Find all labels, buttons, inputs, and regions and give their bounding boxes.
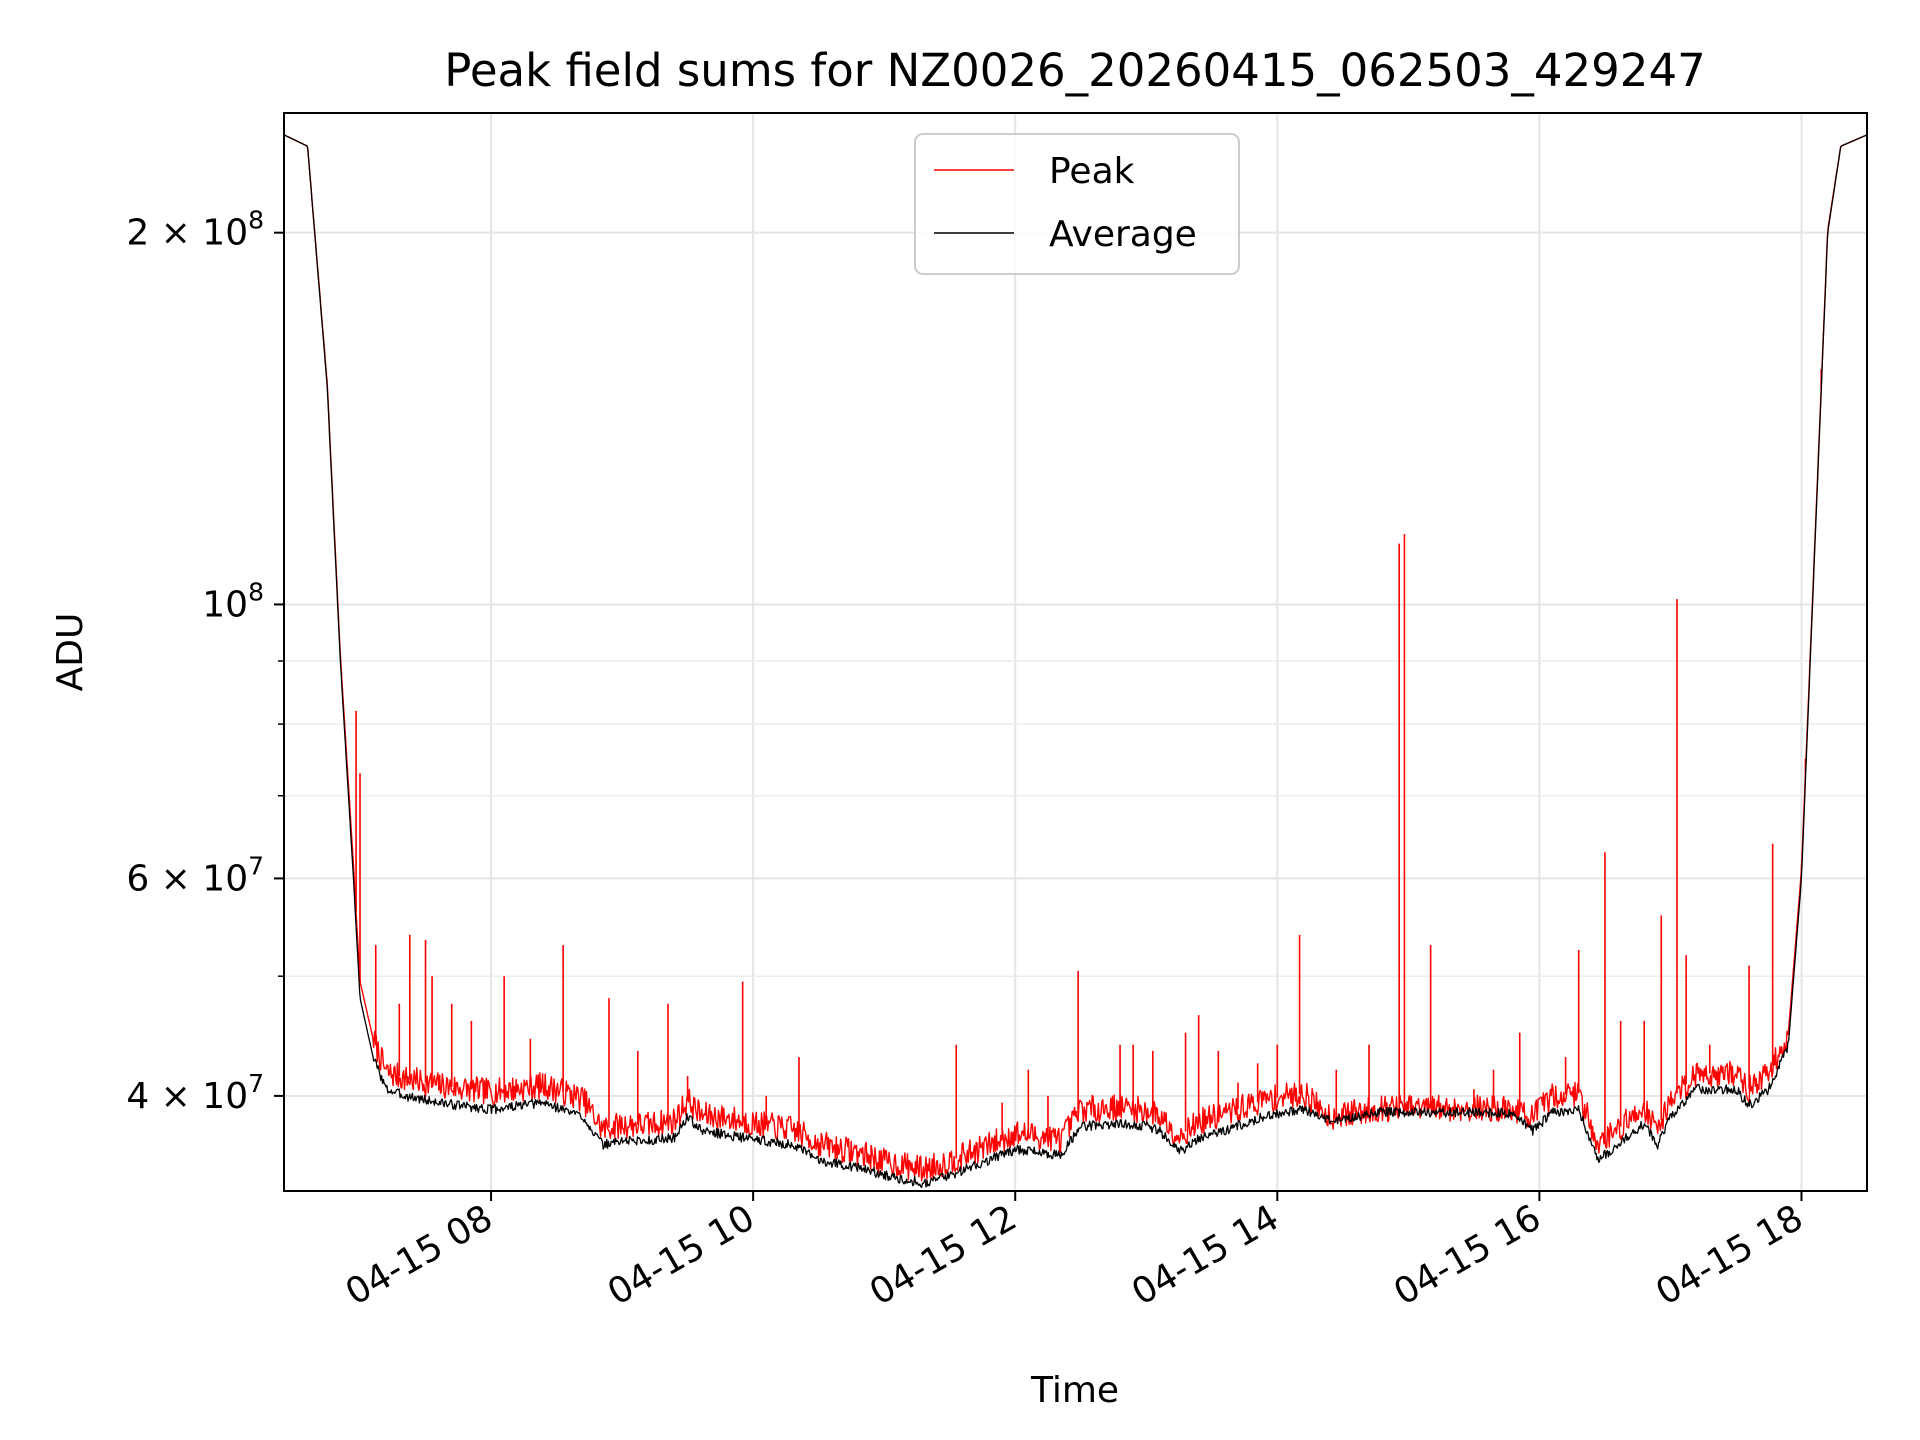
legend-box xyxy=(914,133,1240,275)
plot-area-frame xyxy=(283,112,1868,1192)
y-tick-label-0: 4 × 107 xyxy=(126,1069,264,1117)
series-line-average xyxy=(283,134,1868,1189)
y-tick-label-3: 2 × 108 xyxy=(126,206,264,254)
series-line-peak xyxy=(283,134,1868,1182)
y-tick-label-1: 6 × 107 xyxy=(126,851,264,899)
series-layer xyxy=(283,134,1868,1189)
legend-label-peak: Peak xyxy=(1049,151,1135,192)
legend: Peak Average xyxy=(914,133,1240,275)
y-axis-label: ADU xyxy=(50,613,91,692)
legend-label-average: Average xyxy=(1049,214,1197,255)
y-tick-label-2: 108 xyxy=(202,577,264,625)
y-axis-ticks: 4 × 107 6 × 107 108 2 × 108 xyxy=(126,206,284,1117)
x-axis-label: Time xyxy=(1030,1370,1119,1411)
chart-title: Peak field sums for NZ0026_20260415_0625… xyxy=(444,44,1705,97)
